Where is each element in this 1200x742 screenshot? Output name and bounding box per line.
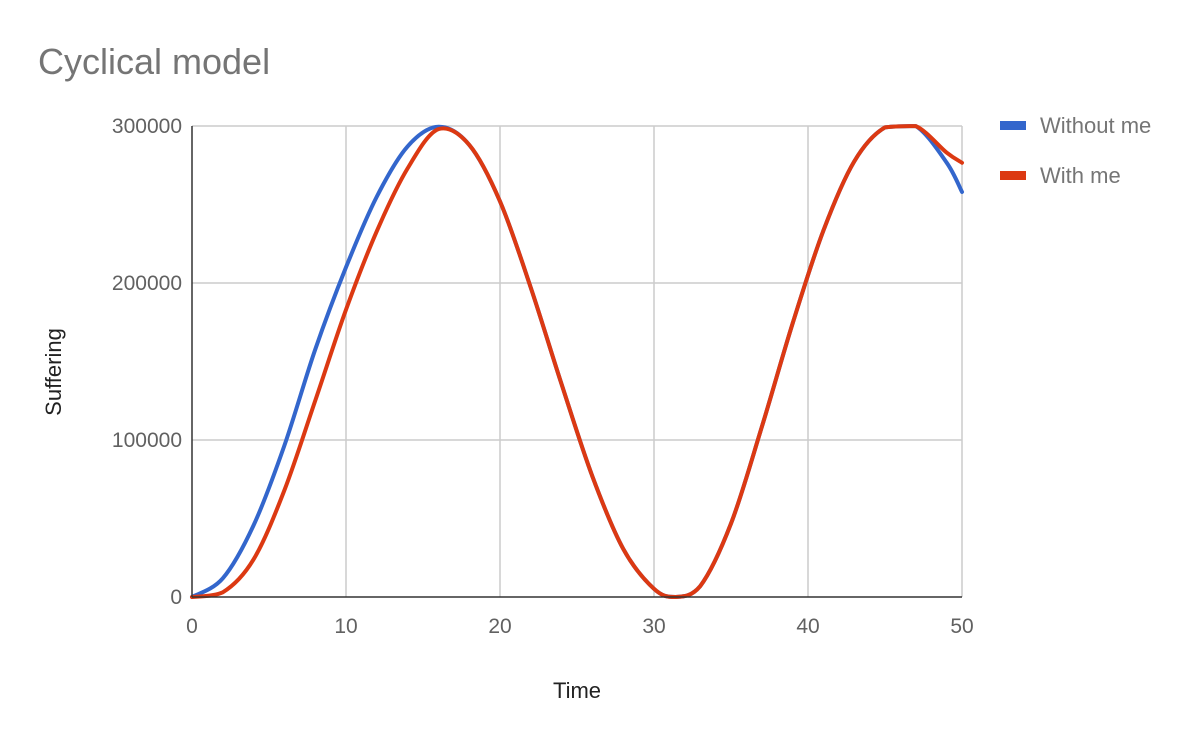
gridlines (192, 125, 963, 597)
series-line-with-me (190, 124, 964, 599)
y-tick-label: 100000 (112, 429, 182, 452)
legend-swatch-without-me (1000, 121, 1026, 130)
chart-title: Cyclical model (38, 41, 270, 82)
legend-swatch-with-me (1000, 171, 1026, 180)
y-tick-label: 200000 (112, 272, 182, 295)
x-axis-tick-labels: 0 10 20 30 40 50 (186, 615, 974, 638)
x-tick-label: 40 (796, 615, 819, 638)
y-axis-title: Suffering (41, 328, 66, 416)
x-tick-label: 20 (488, 615, 511, 638)
legend-label-without-me: Without me (1040, 113, 1151, 138)
x-axis-title: Time (553, 678, 601, 703)
legend-label-with-me: With me (1040, 163, 1121, 188)
legend: Without me With me (1000, 113, 1151, 188)
series-lines (190, 124, 964, 599)
x-tick-label: 30 (642, 615, 665, 638)
y-tick-label: 0 (170, 586, 182, 609)
x-tick-label: 10 (334, 615, 357, 638)
x-tick-label: 50 (950, 615, 973, 638)
series-line-without-me (190, 124, 964, 599)
x-tick-label: 0 (186, 615, 198, 638)
y-axis-tick-labels: 0 100000 200000 300000 (112, 115, 182, 609)
y-tick-label: 300000 (112, 115, 182, 138)
